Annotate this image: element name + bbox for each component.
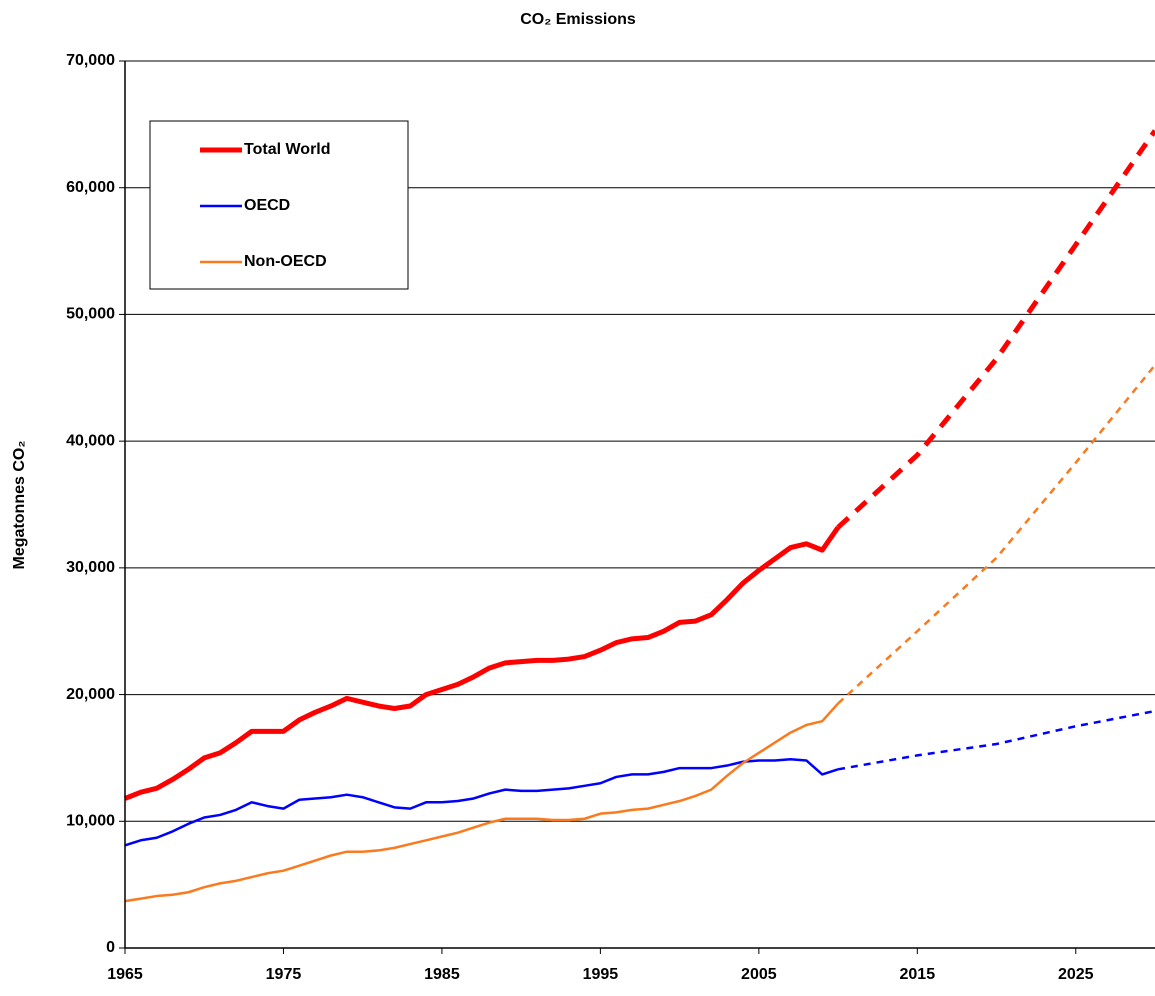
line [124,702,840,903]
line [124,757,839,847]
y-tick-label: 10,000 [66,813,115,830]
x-tick-label: 2015 [900,966,936,983]
line-projection [836,129,1155,530]
x-tick-label: 1985 [424,966,460,983]
line-projection [837,364,1155,705]
legend-box [149,120,409,290]
y-tick-label: 70,000 [66,52,115,69]
x-tick-label: 1975 [266,966,302,983]
x-tick-label: 2005 [741,966,777,983]
line [124,525,841,801]
chart-title: CO₂ Emissions [520,11,636,28]
x-tick-label: 2025 [1058,966,1094,983]
y-tick-label: 20,000 [66,686,115,703]
y-tick-label: 0 [106,939,115,956]
y-axis-label: Megatonnes CO₂ [11,441,28,570]
x-tick-label: 1965 [107,966,143,983]
y-tick-label: 50,000 [66,306,115,323]
line-projection [837,709,1155,771]
legend-label: OECD [244,197,290,214]
legend-label: Non-OECD [244,253,327,270]
legend-label: Total World [244,141,331,158]
y-tick-label: 30,000 [66,559,115,576]
x-tick-label: 1995 [583,966,619,983]
y-tick-label: 60,000 [66,179,115,196]
y-tick-label: 40,000 [66,432,115,449]
